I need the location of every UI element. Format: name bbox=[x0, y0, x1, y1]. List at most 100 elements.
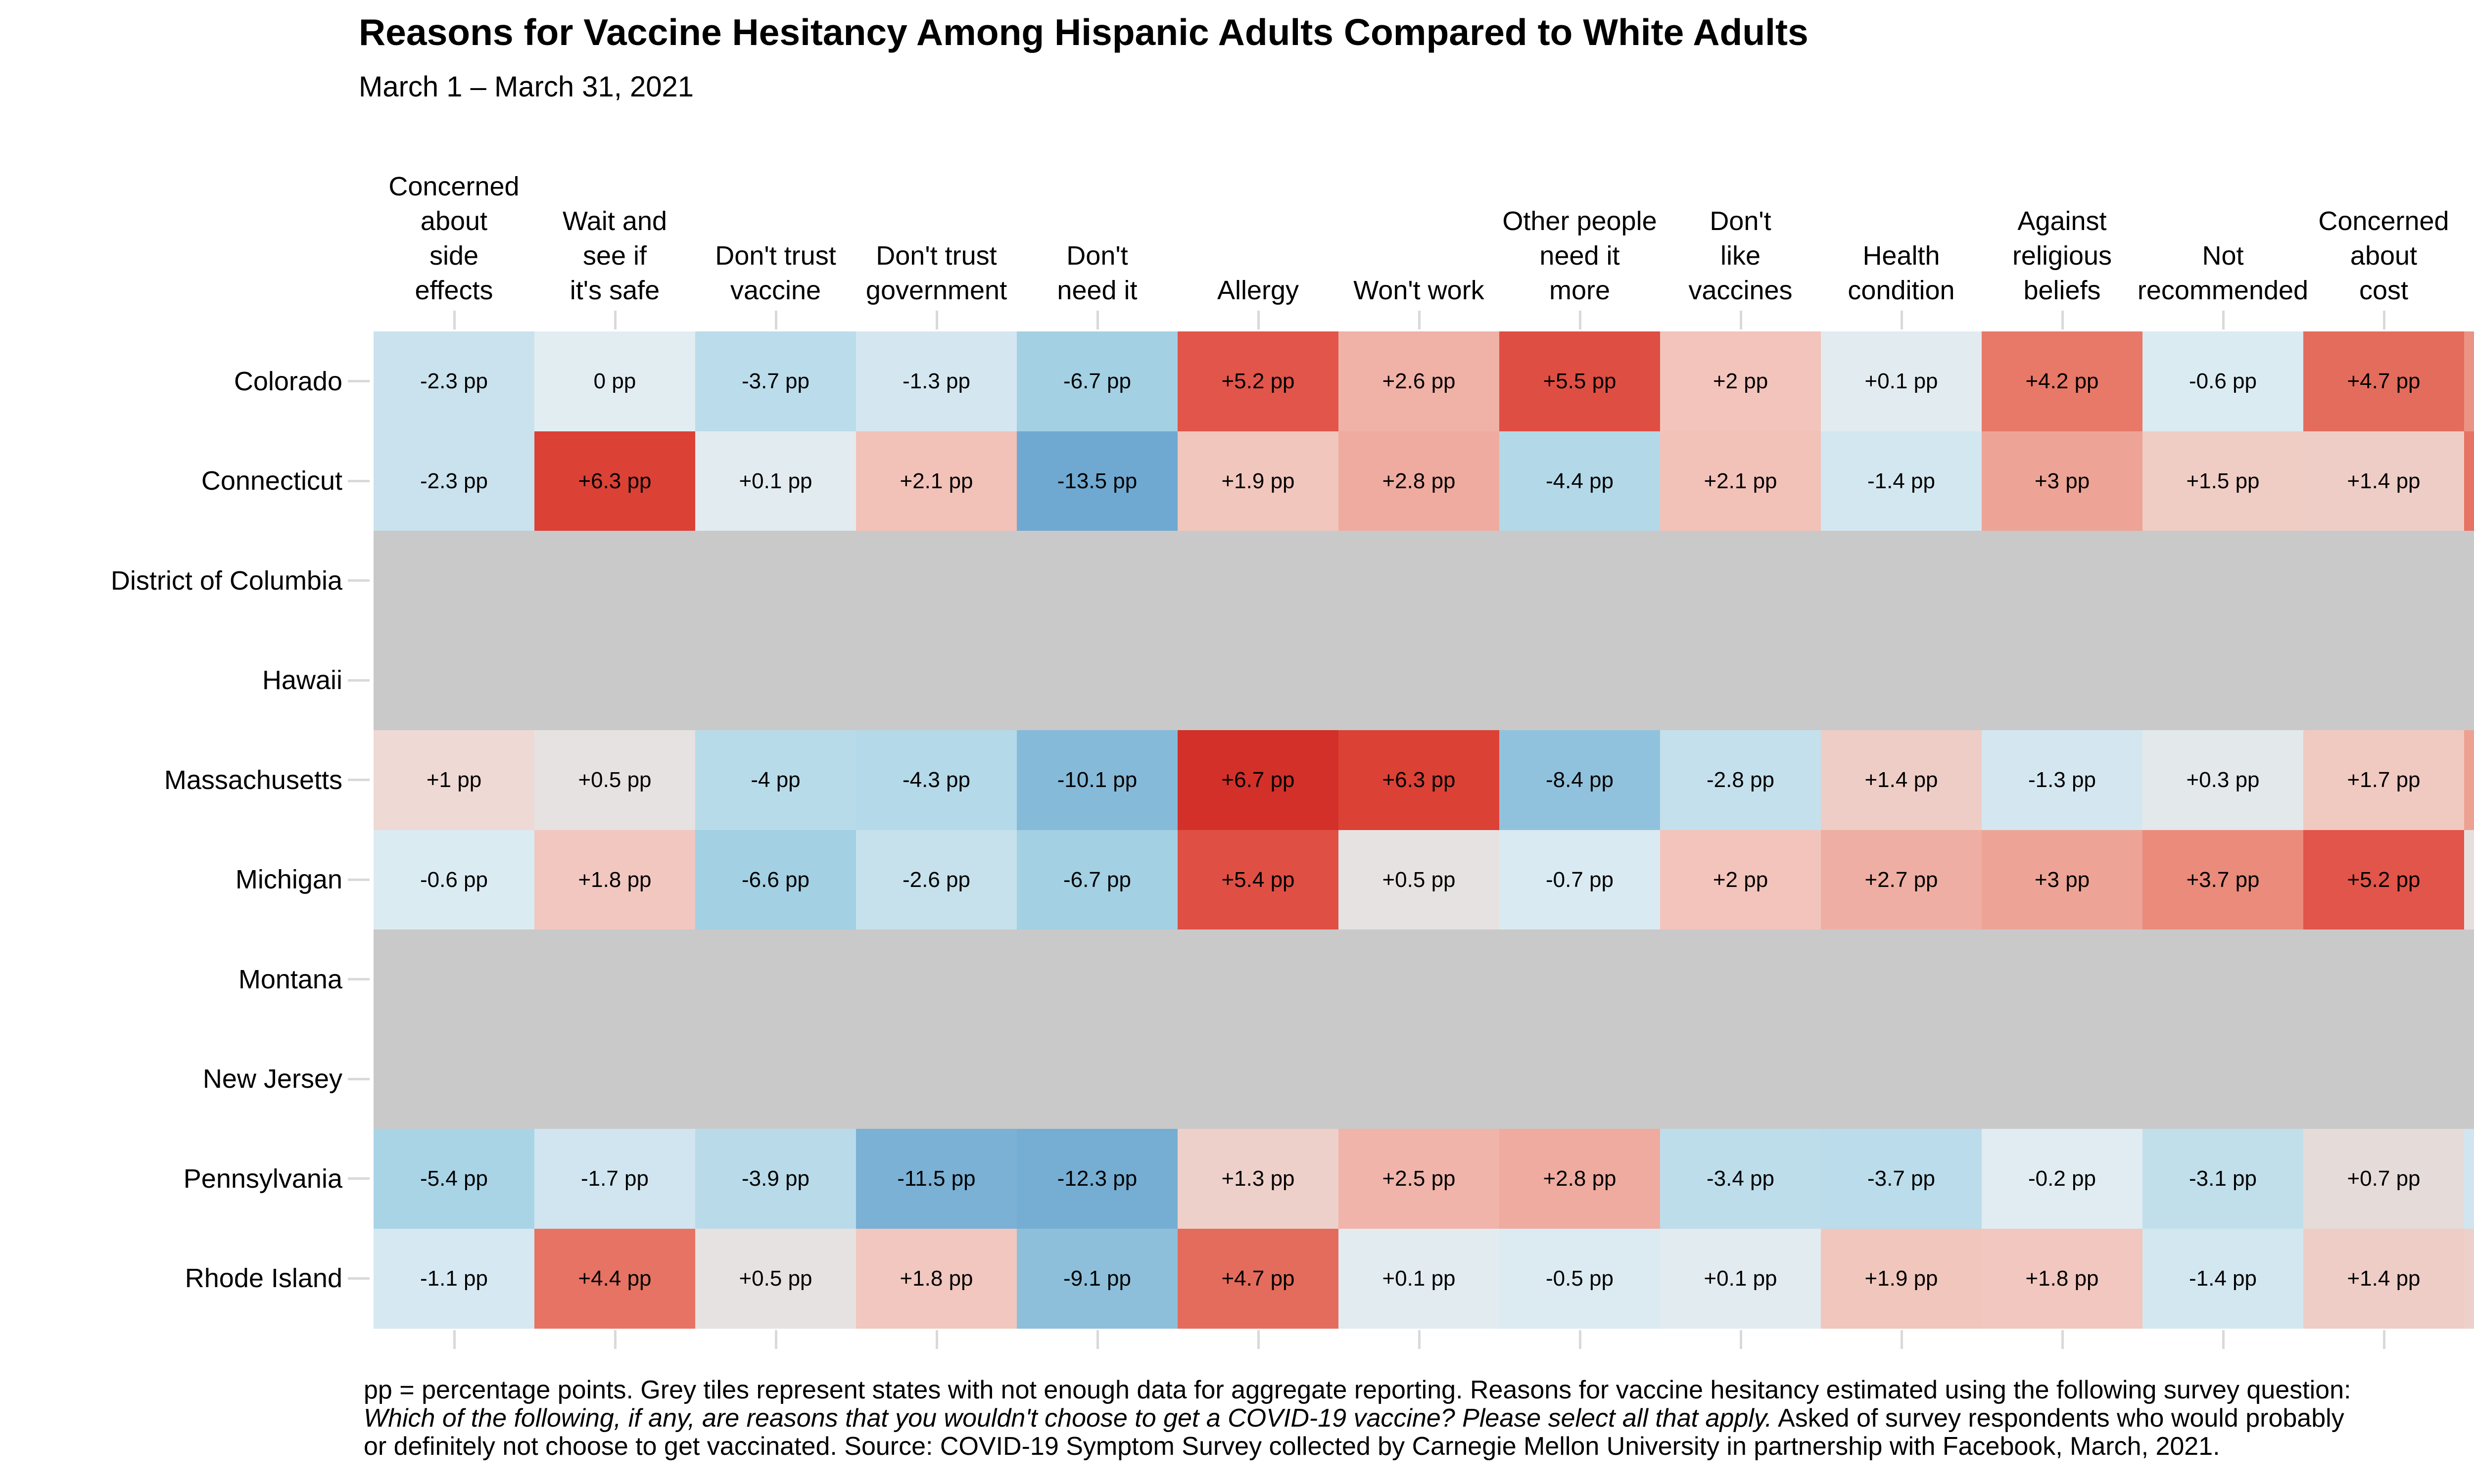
cell-value-label: +5.2 pp bbox=[1221, 369, 1295, 393]
footnote-line-3: or definitely not choose to get vaccinat… bbox=[364, 1432, 2220, 1461]
cell-value-label: +1.9 pp bbox=[1864, 1266, 1938, 1291]
heatmap-cell: +2.1 pp bbox=[1660, 431, 1821, 531]
row-label-state: Colorado bbox=[234, 366, 342, 396]
cell-value-label: -4 pp bbox=[751, 768, 801, 792]
heatmap-cell: -13.5 pp bbox=[1017, 431, 1178, 531]
missing-data-row bbox=[374, 630, 2474, 731]
row-label-state: Connecticut bbox=[201, 466, 342, 496]
cell-value-label: +2.6 pp bbox=[1382, 369, 1456, 393]
heatmap-cell: +4.2 pp bbox=[1982, 331, 2142, 431]
heatmap-cell: +1.5 pp bbox=[2142, 431, 2303, 531]
heatmap-cell: -0.2 pp bbox=[1982, 1129, 2142, 1229]
heatmap-cell: +1.4 pp bbox=[2303, 431, 2464, 531]
heatmap-cell: -0.7 pp bbox=[1499, 830, 1660, 930]
heatmap-cell: 0 pp bbox=[534, 331, 695, 431]
cell-value-label: +4.7 pp bbox=[2347, 369, 2421, 393]
heatmap-cell: -3.7 pp bbox=[1821, 1129, 1982, 1229]
cell-value-label: -0.5 pp bbox=[1546, 1266, 1614, 1291]
cell-value-label: +5.5 pp bbox=[1543, 369, 1617, 393]
cell-value-label: +0.5 pp bbox=[578, 768, 652, 792]
heatmap-cell: +6.3 pp bbox=[1338, 730, 1499, 830]
cell-value-label: +2.5 pp bbox=[1382, 1166, 1456, 1191]
cell-value-label: -0.2 pp bbox=[2028, 1166, 2096, 1191]
x-axis-top-tick bbox=[1578, 311, 1581, 329]
x-axis-bottom-tick bbox=[1096, 1330, 1099, 1349]
column-header: Other people need it more bbox=[1502, 206, 1657, 305]
column-header: Not recommended bbox=[2137, 241, 2309, 305]
heatmap-cell: -0.6 pp bbox=[374, 830, 534, 930]
heatmap-cell: +3.5 pp bbox=[2464, 331, 2474, 431]
heatmap-cell: +2.5 pp bbox=[1338, 1129, 1499, 1229]
row-label-state: Michigan bbox=[235, 865, 342, 895]
x-axis-top-tick bbox=[2382, 311, 2385, 329]
cell-value-label: +2 pp bbox=[1713, 369, 1768, 393]
row-label-state: Pennsylvania bbox=[183, 1163, 342, 1194]
cell-value-label: +1.8 pp bbox=[578, 867, 652, 892]
heatmap-cell: -1.3 pp bbox=[856, 331, 1017, 431]
heatmap-cell: -1.4 pp bbox=[2142, 1228, 2303, 1329]
column-header: Wait and see if it's safe bbox=[562, 206, 667, 305]
cell-value-label: +1.4 pp bbox=[2347, 468, 2421, 493]
heatmap-cell: +0.5 pp bbox=[534, 730, 695, 830]
x-axis-top-tick bbox=[1900, 311, 1903, 329]
heatmap-cell: +1 pp bbox=[374, 730, 534, 830]
x-axis-top-tick bbox=[1257, 311, 1260, 329]
heatmap-cell: +1.8 pp bbox=[534, 830, 695, 930]
y-axis-left-tick bbox=[348, 479, 370, 482]
cell-value-label: +1 pp bbox=[426, 768, 482, 792]
cell-value-label: +3 pp bbox=[2034, 468, 2090, 493]
cell-value-label: +0.1 pp bbox=[1864, 369, 1938, 393]
row-label-state: Hawaii bbox=[262, 665, 342, 696]
cell-value-label: +2.1 pp bbox=[900, 468, 973, 493]
y-axis-left-tick bbox=[348, 1177, 370, 1180]
heatmap-cell: +3 pp bbox=[1982, 830, 2142, 930]
cell-value-label: +0.3 pp bbox=[2186, 768, 2260, 792]
heatmap-cell: -4.3 pp bbox=[856, 730, 1017, 830]
cell-value-label: -0.7 pp bbox=[1546, 867, 1614, 892]
heatmap-cell: -4 pp bbox=[695, 730, 856, 830]
footnote-line-2: Which of the following, if any, are reas… bbox=[364, 1404, 2344, 1433]
heatmap-cell: +1.4 pp bbox=[1821, 730, 1982, 830]
heatmap-cell: -3.7 pp bbox=[695, 331, 856, 431]
footnote-line-2-rest: Asked of survey respondents who would pr… bbox=[1772, 1404, 2344, 1433]
cell-value-label: +1.9 pp bbox=[1221, 468, 1295, 493]
heatmap-cell: -9.1 pp bbox=[1017, 1228, 1178, 1329]
cell-value-label: -1.4 pp bbox=[1867, 468, 1935, 493]
cell-value-label: -8.4 pp bbox=[1546, 768, 1614, 792]
column-header: Don't trust government bbox=[865, 241, 1007, 305]
cell-value-label: +4.4 pp bbox=[578, 1266, 652, 1291]
heatmap-cell: -3.1 pp bbox=[2142, 1129, 2303, 1229]
cell-value-label: +0.1 pp bbox=[739, 468, 812, 493]
column-header: Allergy bbox=[1217, 276, 1299, 305]
cell-value-label: +3 pp bbox=[2034, 867, 2090, 892]
cell-value-label: -4.3 pp bbox=[903, 768, 970, 792]
heatmap-cell: +0.1 pp bbox=[1660, 1228, 1821, 1329]
heatmap-cell: +5.5 pp bbox=[1499, 331, 1660, 431]
row-label-state: Montana bbox=[238, 964, 342, 994]
cell-value-label: +2.8 pp bbox=[1543, 1166, 1617, 1191]
footnote-line-1: pp = percentage points. Grey tiles repre… bbox=[364, 1376, 2351, 1404]
cell-value-label: +4.7 pp bbox=[1221, 1266, 1295, 1291]
cell-value-label: -13.5 pp bbox=[1057, 468, 1138, 493]
cell-value-label: -4.4 pp bbox=[1546, 468, 1614, 493]
heatmap-cell: +1.4 pp bbox=[2303, 1228, 2464, 1329]
x-axis-bottom-tick bbox=[2382, 1330, 2385, 1349]
row-label-state: Rhode Island bbox=[185, 1263, 342, 1294]
heatmap-cell: -1.7 pp bbox=[534, 1129, 695, 1229]
cell-value-label: -1.4 pp bbox=[2189, 1266, 2257, 1291]
heatmap-cell: +6.7 pp bbox=[1178, 730, 1338, 830]
heatmap-cell: -1.3 pp bbox=[1982, 730, 2142, 830]
heatmap-cell: -2.3 pp bbox=[374, 331, 534, 431]
cell-value-label: +4.2 pp bbox=[2025, 369, 2099, 393]
heatmap-cell: +4.7 pp bbox=[1178, 1228, 1338, 1329]
cell-value-label: +0.5 pp bbox=[739, 1266, 812, 1291]
heatmap-cell: -1.4 pp bbox=[1821, 431, 1982, 531]
x-axis-bottom-tick bbox=[2061, 1330, 2064, 1349]
cell-value-label: +1.8 pp bbox=[2025, 1266, 2099, 1291]
y-axis-left-tick bbox=[348, 579, 370, 582]
heatmap-cell: +5.4 pp bbox=[1178, 830, 1338, 930]
cell-value-label: -12.3 pp bbox=[1057, 1166, 1138, 1191]
heatmap-cell: -6.6 pp bbox=[695, 830, 856, 930]
cell-value-label: -10.1 pp bbox=[1057, 768, 1138, 792]
row-label-state: Massachusetts bbox=[164, 765, 342, 795]
